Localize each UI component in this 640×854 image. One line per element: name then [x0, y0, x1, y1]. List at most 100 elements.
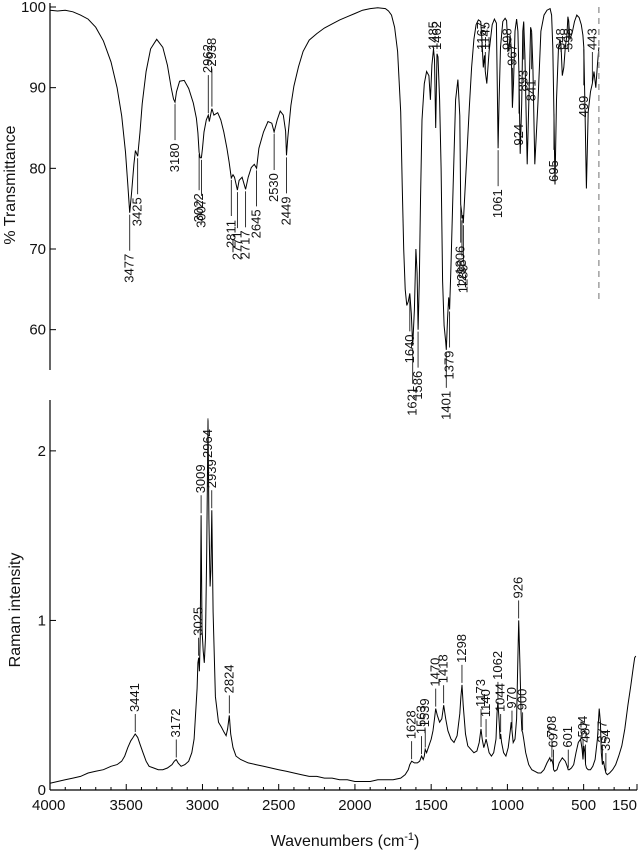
ir-peak-annotation: 1485 [425, 21, 440, 52]
ir-peak-label: 1379 [442, 351, 457, 380]
raman-peak-label: 900 [515, 689, 530, 711]
raman-peak-label: 2964 [200, 429, 215, 458]
raman-y-axis-label: Raman intensity [7, 553, 24, 668]
ir-peak-label: 1621 [405, 387, 420, 416]
raman-y-tick-label: 0 [38, 782, 46, 799]
ir-peak-annotation: 2530 [266, 134, 281, 202]
raman-peak-label: 697 [546, 726, 561, 748]
raman-peak-annotation: 2964 [200, 418, 215, 460]
ir-peak-label: 1145 [477, 22, 492, 50]
ir-peak-label: 1586 [410, 371, 425, 400]
ir-peak-label: 1061 [490, 189, 505, 218]
raman-peak-label: 3441 [127, 683, 142, 712]
ir-peak-label: 998 [500, 28, 515, 50]
ir-peak-annotation: 648 [553, 28, 568, 52]
ir-peak-label: 443 [584, 28, 599, 50]
raman-peak-annotation: 697 [546, 726, 561, 768]
ir-y-tick-label: 80 [29, 160, 46, 177]
raman-peak-annotation: 1470 [428, 658, 443, 707]
x-tick-label: 150 [612, 797, 637, 814]
ir-peak-annotation: 3007 [193, 159, 208, 228]
raman-spectrum-line [49, 420, 637, 784]
raman-peak-annotation: 354 [598, 729, 613, 772]
ir-peak-annotation: 841 [524, 33, 539, 101]
ir-peak-annotation: 3477 [122, 214, 137, 283]
ir-peak-label: 1167 [474, 22, 489, 50]
ir-peak-annotation: 499 [576, 49, 591, 117]
ir-y-tick-label: 90 [29, 80, 46, 97]
raman-peak-label: 708 [544, 716, 559, 738]
ir-peak-label: 967 [504, 44, 519, 66]
raman-peak-label: 1298 [454, 634, 469, 663]
ir-peak-annotation: 1298 [454, 220, 469, 288]
raman-peak-annotation: 926 [511, 577, 526, 619]
raman-peak-annotation: 1418 [436, 654, 451, 704]
ir-peak-label: 2449 [278, 197, 293, 226]
x-tick-label: 500 [571, 797, 596, 814]
raman-peak-annotation: 3009 [193, 464, 208, 514]
ir-peak-label: 3425 [130, 197, 145, 226]
ir-peak-annotation: 3425 [130, 158, 145, 226]
x-tick-label: 3500 [110, 797, 143, 814]
ir-peak-annotation: 3180 [167, 104, 182, 172]
ir-peak-annotation: 1289 [455, 225, 470, 293]
x-axis-label: Wavenumbers (cm-1) [271, 831, 420, 850]
ir-peak-label: 3022 [191, 193, 206, 222]
ir-peak-label: 695 [546, 160, 561, 182]
ir-peak-annotation: 924 [511, 77, 526, 146]
ir-peak-annotation: 893 [516, 23, 531, 92]
ir-peak-annotation: 2449 [278, 157, 293, 225]
x-tick-label: 1000 [491, 797, 524, 814]
x-axis-label-sup: -1 [404, 831, 414, 843]
raman-peak-annotation: 1062 [490, 651, 505, 700]
raman-peak-label: 1628 [404, 710, 419, 739]
ir-peak-label: 3477 [122, 254, 137, 283]
ir-axes: 60 70 80 90 100 [21, 0, 56, 370]
ir-peak-label: 3180 [167, 143, 182, 172]
raman-peak-annotation: 377 [594, 721, 609, 763]
ir-peak-label: 924 [511, 124, 526, 146]
raman-y-tick-label: 2 [38, 443, 46, 460]
ir-peak-label: 1298 [454, 259, 469, 288]
ir-peak-annotation: 2717 [238, 191, 253, 259]
raman-peak-annotation: 2939 [204, 459, 219, 509]
ir-peak-annotation: 1379 [442, 311, 457, 380]
ir-peak-annotation: 443 [584, 28, 599, 82]
ir-peak-label: 2530 [266, 173, 281, 202]
raman-peak-annotation: 900 [515, 689, 530, 731]
ir-peak-label: 3007 [193, 199, 208, 228]
raman-peak-label: 601 [560, 726, 575, 748]
ir-peak-label: 598 [561, 28, 576, 50]
ir-peak-annotation: 1061 [490, 150, 505, 218]
ir-peak-annotation: 1401 [438, 351, 453, 420]
raman-peak-annotation: 1298 [454, 634, 469, 683]
raman-peak-annotation: 3441 [127, 683, 142, 733]
raman-axes: 0 1 2 [38, 400, 56, 799]
ir-y-tick-label: 60 [29, 322, 46, 339]
ir-peak-annotation: 1462 [429, 21, 444, 52]
raman-peak-label: 1044 [493, 683, 508, 712]
raman-peak-annotation: 487 [578, 721, 593, 763]
ir-peak-label: 893 [516, 70, 531, 92]
raman-y-tick-label: 1 [38, 612, 46, 629]
raman-peak-label: 970 [504, 687, 519, 709]
raman-peak-label: 1173 [473, 679, 488, 707]
ir-peak-label: 1289 [455, 264, 470, 293]
raman-peak-annotation: 1173 [473, 679, 488, 727]
raman-peak-label: 377 [594, 721, 609, 743]
ir-peak-annotation: 598 [561, 19, 576, 52]
ir-peak-annotation: 1621 [405, 347, 420, 416]
raman-peak-annotation: 3172 [168, 709, 183, 758]
ir-peak-annotation: 1167 [474, 22, 489, 52]
x-tick-label: 4000 [32, 797, 65, 814]
raman-peak-annotation: 1140 [478, 689, 493, 738]
x-tick-label: 3000 [186, 797, 219, 814]
raman-peak-annotation: 708 [544, 716, 559, 758]
ir-peak-label: 841 [524, 79, 539, 101]
ir-peak-annotation: 967 [504, 44, 519, 106]
raman-peak-label: 1062 [490, 651, 505, 680]
